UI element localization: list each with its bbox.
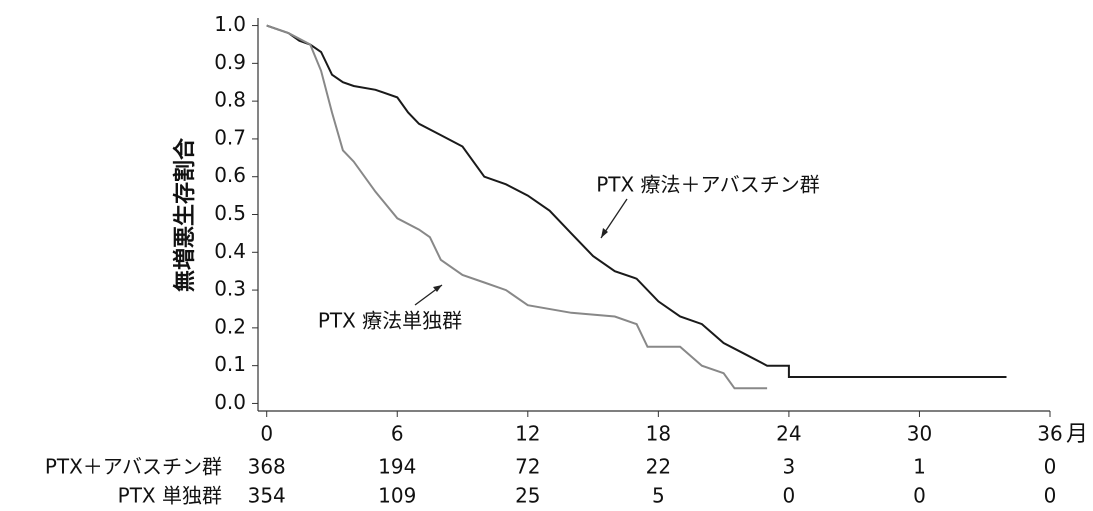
series-annotation: PTX 療法単独群 bbox=[318, 309, 462, 333]
x-tick-label: 0 bbox=[260, 422, 273, 446]
y-tick-label: 0.9 bbox=[214, 50, 246, 74]
risk-count: 109 bbox=[378, 484, 416, 508]
risk-count: 0 bbox=[783, 484, 796, 508]
x-tick-label: 18 bbox=[646, 422, 671, 446]
risk-count: 3 bbox=[783, 455, 796, 479]
risk-count: 72 bbox=[515, 455, 540, 479]
risk-count: 354 bbox=[248, 484, 286, 508]
y-tick-label: 0.5 bbox=[214, 201, 246, 225]
risk-count: 194 bbox=[378, 455, 416, 479]
survival-curve bbox=[266, 24, 1007, 378]
y-tick-label: 0.6 bbox=[214, 163, 246, 187]
y-axis-label: 無増悪生存割合 bbox=[172, 137, 198, 292]
y-tick-label: 0.4 bbox=[214, 239, 246, 263]
x-tick-label: 30 bbox=[907, 422, 932, 446]
y-tick-label: 0.0 bbox=[214, 390, 246, 414]
risk-count: 0 bbox=[1044, 455, 1057, 479]
y-tick-label: 0.8 bbox=[214, 88, 246, 112]
risk-count: 5 bbox=[652, 484, 665, 508]
arrow-head bbox=[601, 228, 608, 238]
risk-count: 1 bbox=[913, 455, 926, 479]
arrow-head bbox=[433, 285, 442, 292]
risk-row-label: PTX 単独群 bbox=[118, 484, 222, 508]
risk-count: 25 bbox=[515, 484, 540, 508]
y-tick-label: 1.0 bbox=[214, 12, 246, 36]
x-tick-label: 6 bbox=[391, 422, 404, 446]
risk-count: 0 bbox=[1044, 484, 1057, 508]
x-tick-label: 12 bbox=[515, 422, 540, 446]
risk-count: 22 bbox=[646, 455, 671, 479]
risk-count: 368 bbox=[248, 455, 286, 479]
risk-row-label: PTX＋アバスチン群 bbox=[45, 455, 222, 479]
x-tick-label: 24 bbox=[776, 422, 801, 446]
x-axis-label: 月 bbox=[1066, 422, 1088, 447]
survival-curve bbox=[266, 24, 768, 390]
y-tick-label: 0.7 bbox=[214, 125, 246, 149]
y-tick-label: 0.3 bbox=[214, 277, 246, 301]
y-tick-label: 0.2 bbox=[214, 314, 246, 338]
risk-count: 0 bbox=[913, 484, 926, 508]
series-annotation: PTX 療法＋アバスチン群 bbox=[596, 173, 820, 197]
x-tick-label: 36 bbox=[1037, 422, 1062, 446]
y-tick-label: 0.1 bbox=[214, 352, 246, 376]
